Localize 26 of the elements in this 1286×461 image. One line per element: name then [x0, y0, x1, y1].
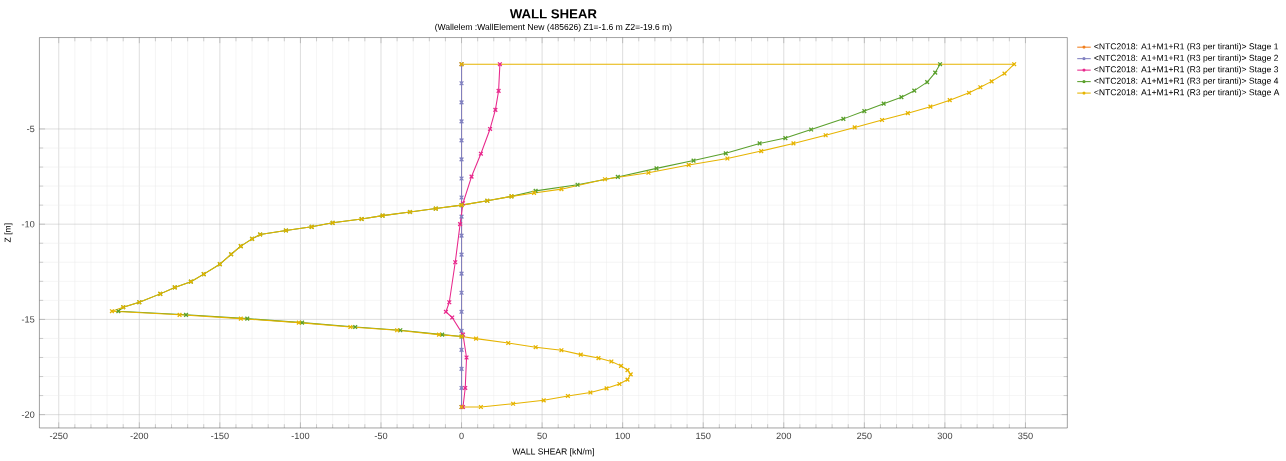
- legend-label: <NTC2018: A1+M1+R1 (R3 per tiranti)> Stage 1: [1094, 43, 1279, 52]
- x-tick-label: 200: [776, 432, 792, 440]
- x-tick-label: 350: [1018, 432, 1033, 440]
- chart-title: WALL SHEAR: [509, 9, 597, 19]
- x-tick-label: 0: [459, 432, 464, 440]
- y-axis-title: Z [m]: [4, 223, 13, 243]
- legend-label: <NTC2018: A1+M1+R1 (R3 per tiranti)> Stage 3: [1094, 66, 1279, 75]
- x-tick-label: -200: [130, 432, 149, 440]
- x-axis-title: WALL SHEAR [kN/m]: [512, 448, 594, 457]
- x-tick-label: 50: [537, 432, 547, 440]
- x-tick-label: 250: [857, 432, 872, 440]
- x-tick-label: -50: [374, 432, 388, 440]
- chart-subtitle: (Wallelem :WallElement New (485626) Z1=-1.6 m Z2=-19.6 m): [435, 23, 672, 32]
- legend-label: <NTC2018: A1+M1+R1 (R3 per tiranti)> Stage 2: [1094, 54, 1278, 63]
- y-tick-label: -20: [21, 411, 35, 419]
- x-tick-label: 300: [937, 432, 953, 440]
- y-tick-label: -5: [26, 125, 35, 133]
- x-tick-label: 150: [696, 432, 711, 440]
- x-tick-label: -250: [49, 432, 68, 440]
- x-tick-label: -150: [211, 432, 229, 440]
- x-tick-label: 100: [615, 432, 630, 440]
- y-tick-label: -10: [21, 221, 35, 228]
- y-tick-label: -15: [21, 316, 35, 323]
- legend-label: <NTC2018: A1+M1+R1 (R3 per tiranti)> Stage 4: [1094, 77, 1279, 86]
- x-tick-label: -100: [291, 432, 310, 440]
- legend-label: <NTC2018: A1+M1+R1 (R3 per tiranti)> Stage A: [1094, 89, 1280, 98]
